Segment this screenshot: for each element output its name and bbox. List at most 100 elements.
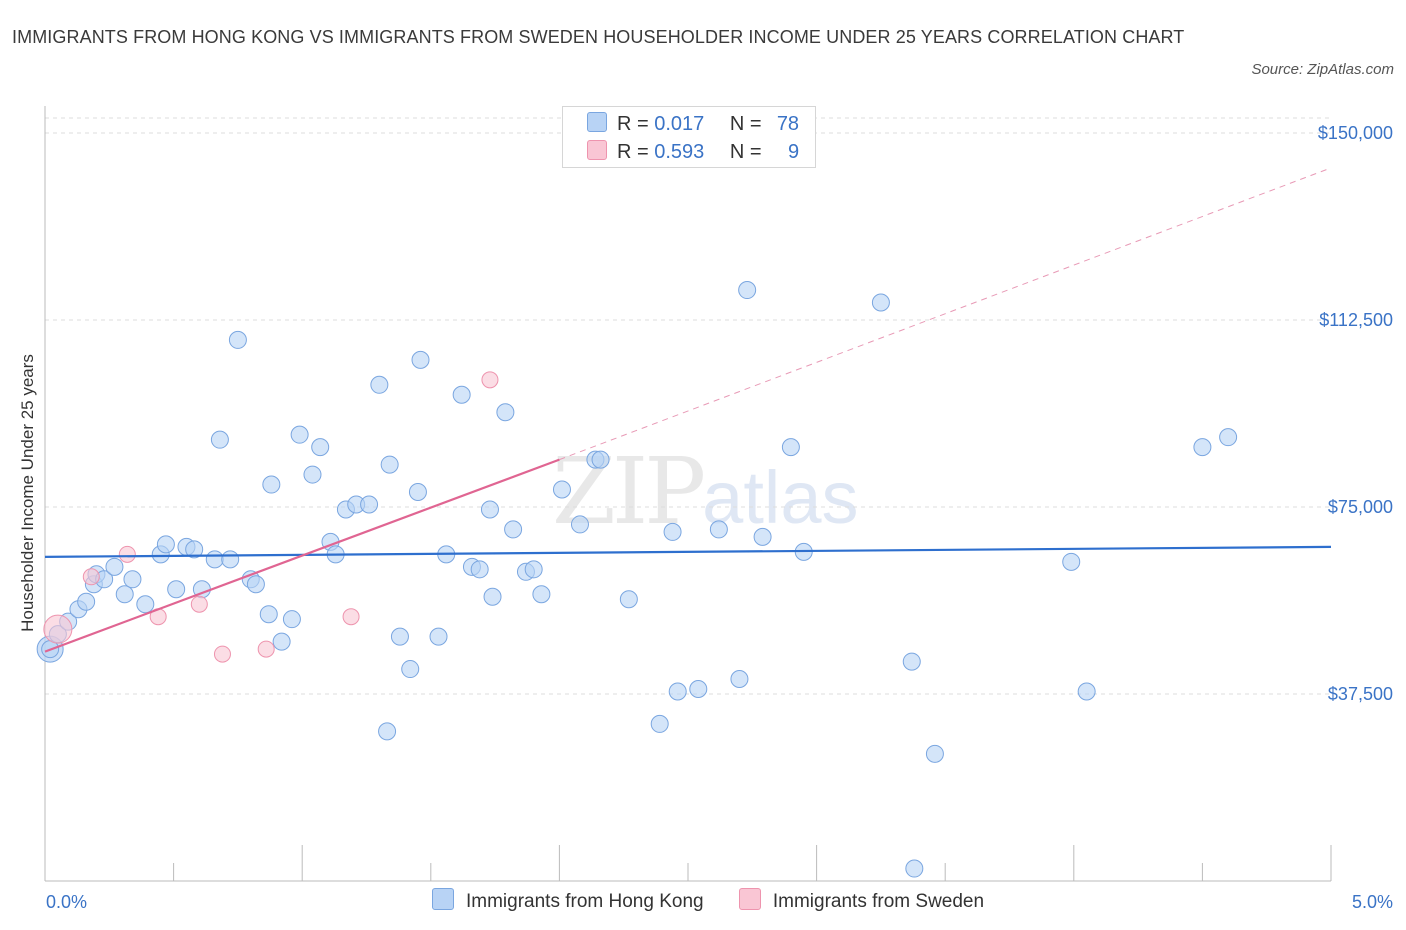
sweden-swatch — [738, 888, 761, 910]
hong-kong-point — [105, 557, 124, 576]
watermark-atlas: atlas — [702, 456, 859, 539]
r-label: R = — [617, 141, 649, 163]
hong-kong-point — [1193, 438, 1212, 457]
hong-kong-point — [156, 535, 175, 554]
sweden-trend-line — [44, 458, 560, 653]
sweden-point — [43, 614, 73, 644]
r-label: R = — [617, 113, 649, 135]
n-label: N = — [729, 113, 762, 135]
sweden-point — [257, 640, 275, 658]
hong-kong-point — [411, 350, 430, 369]
hong-kong-point — [905, 859, 924, 878]
y-axis-label: Householder Income Under 25 years — [18, 354, 37, 632]
hong-kong-point — [1062, 552, 1081, 571]
hong-kong-swatch — [432, 888, 454, 910]
hong-kong-point — [1219, 428, 1238, 447]
hong-kong-point — [871, 293, 890, 312]
hong-kong-point — [668, 682, 687, 701]
stats-row-sweden: R = 0.593 N = 9 — [587, 140, 799, 166]
hong-kong-point — [480, 500, 499, 519]
hong-kong-point — [246, 575, 265, 594]
y-tick-label: $112,500 — [1319, 310, 1393, 330]
hong-kong-point — [136, 595, 155, 614]
hong-kong-point — [552, 480, 571, 499]
hong-kong-point — [781, 438, 800, 457]
hong-kong-trend-line — [44, 545, 1332, 558]
hong-kong-point — [429, 627, 448, 646]
hong-kong-point — [282, 610, 301, 629]
hong-kong-swatch — [587, 112, 607, 132]
hong-kong-point — [925, 744, 944, 763]
hong-kong-point — [370, 375, 389, 394]
hong-kong-point — [570, 515, 589, 534]
sweden-point — [190, 595, 208, 613]
hong-kong-point — [663, 522, 682, 541]
hong-kong-point — [689, 680, 708, 699]
hong-kong-point — [360, 495, 379, 514]
hong-kong-point — [303, 465, 322, 484]
hong-kong-point — [408, 483, 427, 502]
hong-kong-point — [401, 660, 420, 679]
hong-kong-point — [205, 550, 224, 569]
hong-kong-point — [123, 570, 142, 589]
gridlines — [45, 117, 1331, 695]
hong-kong-point — [650, 714, 669, 733]
x-tick-label: 0.0% — [46, 892, 87, 912]
stats-legend: R = 0.017 N = 78 R = 0.593 N = 9 — [562, 106, 816, 168]
hong-kong-point — [228, 330, 247, 349]
legend-item-sweden: Immigrants from Sweden — [738, 888, 985, 913]
chart-title: IMMIGRANTS FROM HONG KONG VS IMMIGRANTS … — [12, 27, 1185, 47]
axes — [44, 106, 1332, 882]
r-value: 0.593 — [654, 141, 705, 163]
hong-kong-point — [709, 520, 728, 539]
hong-kong-point — [77, 592, 96, 611]
hong-kong-point — [496, 403, 515, 422]
series-legend: Immigrants from Hong Kong Immigrants fro… — [432, 888, 1014, 913]
hong-kong-point — [290, 425, 309, 444]
hong-kong-point — [532, 585, 551, 604]
hong-kong-point — [902, 652, 921, 671]
hong-kong-point — [115, 585, 134, 604]
trend-lines — [44, 167, 1332, 653]
source-label: Source: ZipAtlas.com — [1251, 61, 1394, 78]
y-tick-label: $75,000 — [1328, 497, 1393, 517]
sweden-point — [82, 568, 100, 586]
hong-kong-point — [380, 455, 399, 474]
hong-kong-point — [311, 438, 330, 457]
hong-kong-point — [452, 385, 471, 404]
n-value: 9 — [787, 141, 800, 163]
hong-kong-point — [753, 527, 772, 546]
sweden-point — [481, 371, 499, 389]
hong-kong-point — [221, 550, 240, 569]
sweden-point — [213, 645, 231, 663]
hong-kong-point — [504, 520, 523, 539]
r-value: 0.017 — [654, 113, 705, 135]
legend-label: Immigrants from Sweden — [772, 891, 985, 912]
hong-kong-point — [210, 430, 229, 449]
hong-kong-point — [619, 590, 638, 609]
legend-label: Immigrants from Hong Kong — [466, 891, 704, 912]
y-tick-label: $150,000 — [1318, 123, 1393, 143]
data-points — [36, 281, 1238, 878]
hong-kong-point — [738, 281, 757, 300]
n-value: 78 — [776, 113, 800, 135]
hong-kong-point — [185, 540, 204, 559]
axis-labels: $37,500 $75,000 $112,500 $150,000 0.0% 5.0% Ho… — [18, 123, 1393, 912]
hong-kong-point — [730, 670, 749, 689]
hong-kong-point — [390, 627, 409, 646]
sweden-swatch — [587, 140, 607, 160]
hong-kong-point — [262, 475, 281, 494]
n-label: N = — [729, 141, 762, 163]
sweden-trend-extension — [559, 167, 1332, 461]
hong-kong-point — [259, 605, 278, 624]
legend-item-hong-kong: Immigrants from Hong Kong — [432, 888, 704, 913]
stats-row-hong-kong: R = 0.017 N = 78 — [587, 112, 799, 138]
y-tick-label: $37,500 — [1328, 684, 1393, 704]
hong-kong-point — [272, 632, 291, 651]
hong-kong-point — [167, 580, 186, 599]
hong-kong-point — [483, 587, 502, 606]
hong-kong-point — [1077, 682, 1096, 701]
sweden-point — [342, 608, 360, 626]
hong-kong-point — [470, 560, 489, 579]
